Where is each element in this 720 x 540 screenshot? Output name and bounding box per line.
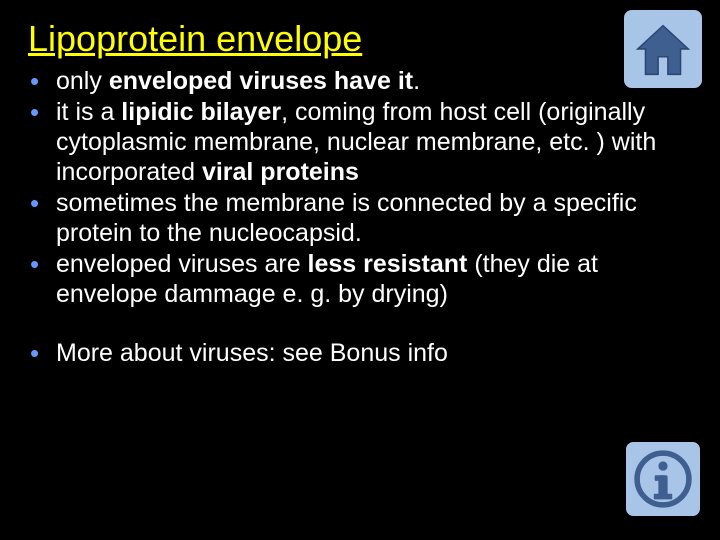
list-item: only enveloped viruses have it. [26, 66, 694, 96]
text-segment: less resistant [308, 250, 475, 278]
text-segment: lipidic bilayer [121, 98, 281, 126]
text-segment: sometimes the membrane is connected by a… [56, 189, 637, 247]
text-segment: it is a [56, 98, 121, 126]
list-item: sometimes the membrane is connected by a… [26, 188, 694, 248]
page-title: Lipoprotein envelope [0, 0, 720, 66]
bullet-list-main: only enveloped viruses have it.it is a l… [26, 66, 694, 309]
list-item: More about viruses: see Bonus info [26, 338, 694, 368]
text-segment: enveloped viruses have it [109, 67, 413, 95]
list-item: enveloped viruses are less resistant (th… [26, 249, 694, 309]
bullet-list-secondary: More about viruses: see Bonus info [26, 338, 694, 368]
content-area: only enveloped viruses have it.it is a l… [0, 66, 720, 368]
list-item: it is a lipidic bilayer, coming from hos… [26, 97, 694, 187]
text-segment: viral proteins [202, 158, 359, 186]
text-segment: enveloped viruses are [56, 250, 308, 278]
text-segment: . [413, 67, 420, 95]
text-segment: More about viruses: see Bonus info [56, 339, 448, 367]
text-segment: only [56, 67, 109, 95]
info-icon[interactable] [626, 442, 700, 516]
